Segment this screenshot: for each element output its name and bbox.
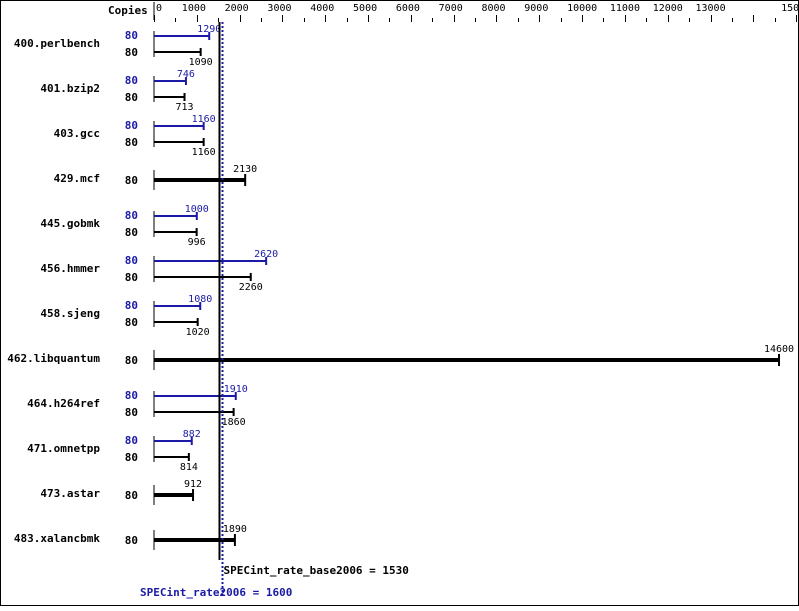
peak-value-label: 882 — [183, 429, 201, 440]
peak-copies: 80 — [125, 389, 138, 402]
base-copies: 80 — [125, 406, 138, 419]
benchmark-label: 471.omnetpp — [27, 442, 100, 455]
x-tick-label: 5000 — [353, 3, 377, 14]
peak-copies: 80 — [125, 254, 138, 267]
peak-copies: 80 — [125, 209, 138, 222]
peak-copies: 80 — [125, 299, 138, 312]
benchmark-label: 458.sjeng — [40, 307, 100, 320]
base-copies: 80 — [125, 136, 138, 149]
base-value-label: 996 — [188, 237, 206, 248]
x-tick-label: 8000 — [481, 3, 505, 14]
benchmark-label: 456.hmmer — [40, 262, 100, 275]
base-value-label: 14600 — [764, 344, 794, 355]
base-copies: 80 — [125, 489, 138, 502]
x-tick-label: 11000 — [610, 3, 640, 14]
peak-value-label: 2620 — [254, 249, 278, 260]
base-value-label: 2130 — [233, 164, 257, 175]
base-copies: 80 — [125, 46, 138, 59]
base-value-label: 2260 — [239, 282, 263, 293]
x-tick-label: 1000 — [182, 3, 206, 14]
x-tick-label: 7000 — [439, 3, 463, 14]
peak-value-label: 1160 — [192, 114, 216, 125]
benchmark-label: 473.astar — [40, 487, 100, 500]
benchmark-label: 464.h264ref — [27, 397, 100, 410]
peak-value-label: 1000 — [185, 204, 209, 215]
benchmark-label: 400.perlbench — [14, 37, 100, 50]
peak-metric-label: SPECint_rate2006 = 1600 — [140, 586, 292, 599]
x-tick-label: 2000 — [225, 3, 249, 14]
base-copies: 80 — [125, 174, 138, 187]
benchmark-label: 483.xalancbmk — [14, 532, 100, 545]
x-tick-label: 15000 — [781, 3, 799, 14]
peak-copies: 80 — [125, 74, 138, 87]
benchmark-label: 429.mcf — [54, 172, 100, 185]
base-copies: 80 — [125, 226, 138, 239]
base-value-label: 1860 — [222, 417, 246, 428]
x-tick-label: 13000 — [696, 3, 726, 14]
base-value-label: 1890 — [223, 524, 247, 535]
base-value-label: 1020 — [186, 327, 210, 338]
base-value-label: 1160 — [192, 147, 216, 158]
peak-copies: 80 — [125, 29, 138, 42]
benchmark-label: 445.gobmk — [40, 217, 100, 230]
base-value-label: 713 — [175, 102, 193, 113]
x-tick-label: 4000 — [310, 3, 334, 14]
x-tick-label: 0 — [156, 3, 162, 14]
base-copies: 80 — [125, 316, 138, 329]
base-copies: 80 — [125, 91, 138, 104]
x-tick-label: 12000 — [653, 3, 683, 14]
base-copies: 80 — [125, 271, 138, 284]
base-copies: 80 — [125, 354, 138, 367]
peak-value-label: 746 — [177, 69, 195, 80]
peak-copies: 80 — [125, 119, 138, 132]
x-tick-label: 3000 — [267, 3, 291, 14]
base-copies: 80 — [125, 451, 138, 464]
benchmark-label: 403.gcc — [54, 127, 100, 140]
x-tick-label: 9000 — [524, 3, 548, 14]
base-copies: 80 — [125, 534, 138, 547]
peak-value-label: 1290 — [197, 24, 221, 35]
copies-header: Copies — [108, 4, 148, 17]
base-value-label: 1090 — [189, 57, 213, 68]
benchmark-label: 401.bzip2 — [40, 82, 100, 95]
base-value-label: 814 — [180, 462, 198, 473]
peak-value-label: 1910 — [224, 384, 248, 395]
base-value-label: 912 — [184, 479, 202, 490]
benchmark-label: 462.libquantum — [7, 352, 100, 365]
peak-value-label: 1080 — [188, 294, 212, 305]
peak-copies: 80 — [125, 434, 138, 447]
x-tick-label: 6000 — [396, 3, 420, 14]
x-tick-label: 10000 — [567, 3, 597, 14]
base-metric-label: SPECint_rate_base2006 = 1530 — [223, 564, 408, 577]
